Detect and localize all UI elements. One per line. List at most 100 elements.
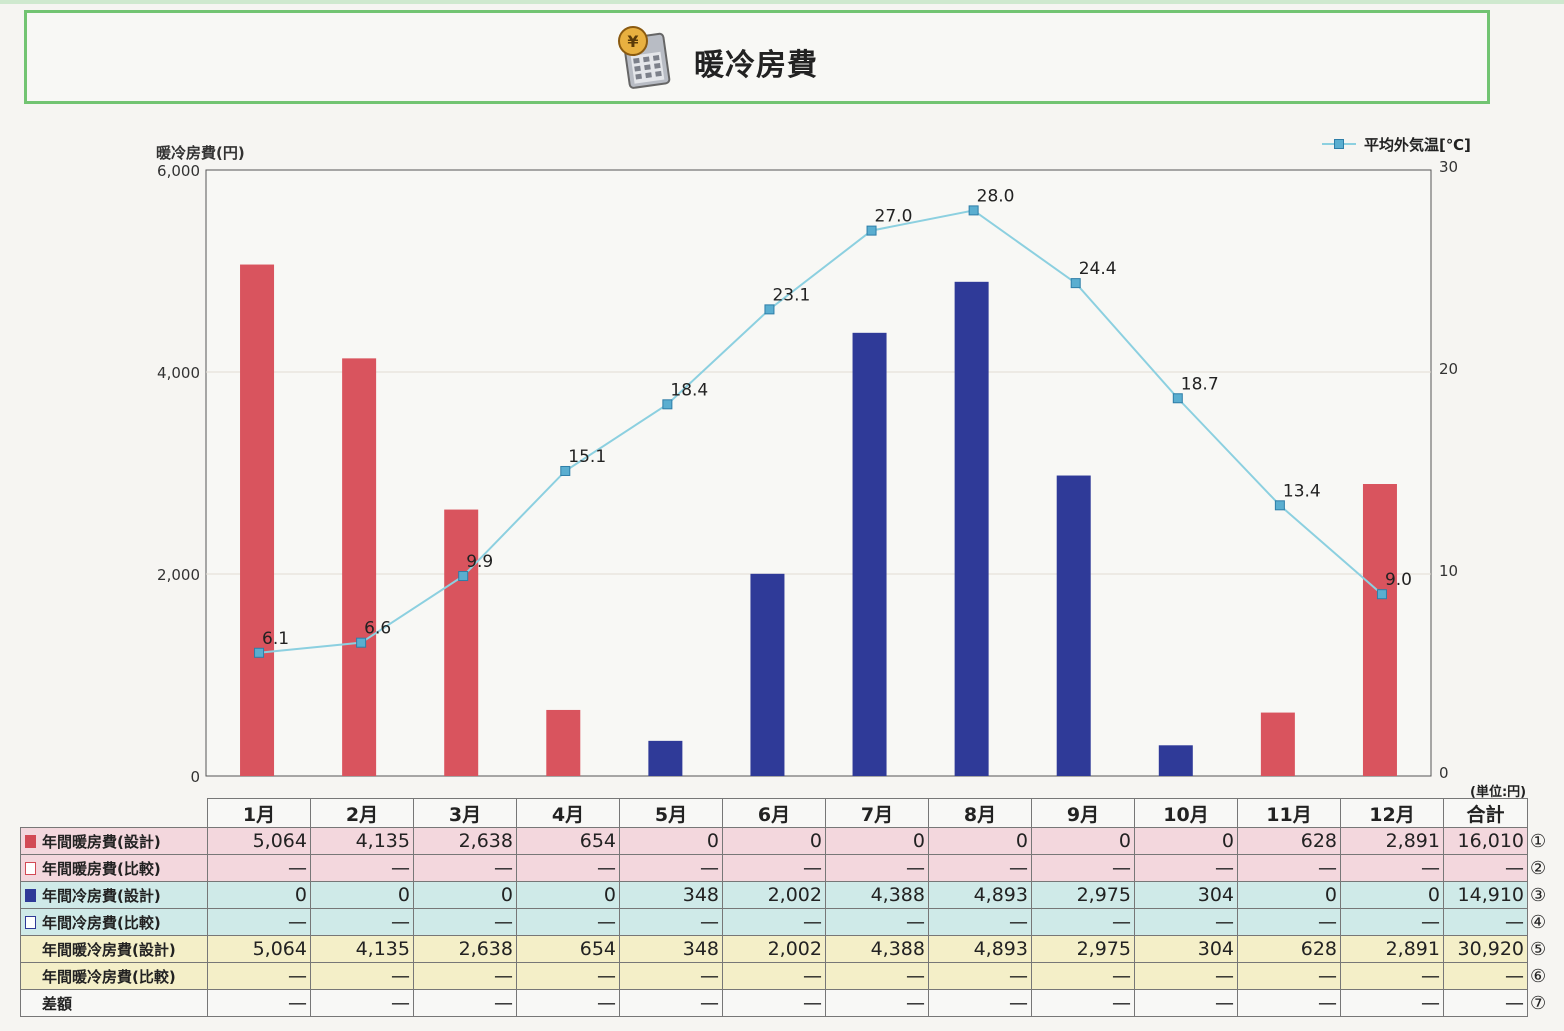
temperature-data-label: 23.1: [772, 285, 810, 305]
bar: [648, 740, 683, 776]
column-header: 7月: [825, 798, 929, 828]
table-cell: 14,910: [1443, 881, 1528, 909]
table-cell: —: [207, 989, 311, 1017]
row-label: 差額: [20, 989, 208, 1017]
table-cell: 2,891: [1340, 935, 1444, 963]
temperature-data-label: 15.1: [568, 447, 606, 467]
table-cell: 304: [1134, 935, 1238, 963]
y2-tick-label: 0: [1439, 764, 1449, 782]
table-cell: 0: [1237, 881, 1341, 909]
table-cell: —: [928, 989, 1032, 1017]
table-cell: —: [1340, 908, 1444, 936]
legend-square-icon: [25, 915, 36, 929]
table-cell: 4,388: [825, 935, 929, 963]
row-label: 年間暖房費(設計): [20, 827, 208, 855]
table-cell: —: [1237, 908, 1341, 936]
table-cell: —: [1237, 989, 1341, 1017]
row-number-mark: ⑦: [1530, 992, 1547, 1014]
row-label: 年間暖房費(比較): [20, 854, 208, 882]
table-cell: —: [619, 854, 723, 882]
table-cell: 348: [619, 935, 723, 963]
table-cell: —: [722, 854, 826, 882]
table-cell: —: [619, 989, 723, 1017]
table-cell: —: [825, 908, 929, 936]
table-cell: —: [1340, 989, 1444, 1017]
temperature-point: [356, 637, 367, 648]
table-row: 年間冷房費(設計) 0 0 0 0 348 2,002 4,388 4,893 2,975 304 0…: [20, 881, 1552, 909]
column-header: 5月: [619, 798, 723, 828]
column-header: 10月: [1134, 798, 1238, 828]
table-cell: 2,002: [722, 881, 826, 909]
table-cell: 0: [825, 827, 929, 855]
table-cell: —: [825, 962, 929, 990]
y2-tick-label: 20: [1439, 360, 1458, 378]
bar: [240, 264, 275, 776]
title-box: [24, 10, 1490, 104]
table-cell: —: [516, 854, 620, 882]
table-cell: —: [1031, 962, 1135, 990]
y2-tick-label: 10: [1439, 562, 1458, 580]
header-blank: [1528, 799, 1552, 828]
temperature-point: [968, 205, 979, 216]
table-cell: —: [310, 854, 414, 882]
table-cell: 628: [1237, 827, 1341, 855]
temperature-point: [560, 465, 571, 476]
table-cell: 0: [722, 827, 826, 855]
table-cell: —: [310, 989, 414, 1017]
table-cell: —: [1134, 962, 1238, 990]
row-label-text: 年間暖房費(設計): [42, 832, 161, 851]
table-cell: —: [928, 908, 1032, 936]
yen-calculator-icon: ¥: [618, 26, 671, 89]
bar: [1158, 745, 1193, 776]
unit-label: (単位:円): [1470, 785, 1527, 800]
temperature-point: [1172, 393, 1183, 404]
table-cell: —: [207, 854, 311, 882]
row-label-text: 年間暖房費(比較): [42, 859, 161, 878]
table-cell: 0: [1134, 827, 1238, 855]
table-cell: 2,975: [1031, 881, 1135, 909]
bar: [1056, 475, 1091, 776]
table-cell: —: [207, 962, 311, 990]
y-tick-label: 2,000: [157, 566, 200, 584]
table-cell: 4,135: [310, 935, 414, 963]
table-cell: 2,638: [413, 935, 517, 963]
table-cell: 348: [619, 881, 723, 909]
table-cell: —: [825, 854, 929, 882]
table-cell: —: [516, 989, 620, 1017]
temperature-data-label: 9.9: [466, 552, 493, 572]
row-label: 年間暖冷房費(比較): [20, 962, 208, 990]
table-cell: —: [619, 908, 723, 936]
table-cell: —: [413, 962, 517, 990]
temperature-data-label: 9.0: [1385, 570, 1412, 590]
table-cell: 0: [619, 827, 723, 855]
table-cell: 0: [516, 881, 620, 909]
temperature-point: [764, 304, 775, 315]
cost-table: 1月 2月 3月 4月 5月 6月 7月 8月 9月 10月 11月 12月 合計 年間暖房費(設計) 5…: [20, 798, 1552, 1017]
temperature-point: [1070, 278, 1081, 289]
table-cell: 2,638: [413, 827, 517, 855]
table-cell: 16,010: [1443, 827, 1528, 855]
column-header: 3月: [413, 798, 517, 828]
legend-square-icon: [25, 888, 36, 902]
table-cell: —: [619, 962, 723, 990]
table-cell: 304: [1134, 881, 1238, 909]
table-cell: —: [722, 962, 826, 990]
temperature-data-label: 18.4: [670, 380, 708, 400]
row-number-mark: ⑥: [1530, 965, 1547, 987]
table-cell: 628: [1237, 935, 1341, 963]
table-cell: 4,893: [928, 881, 1032, 909]
table-cell: 0: [1031, 827, 1135, 855]
row-label-text: 年間暖冷房費(設計): [42, 940, 176, 959]
temperature-point: [254, 647, 265, 658]
row-label: 年間冷房費(比較): [20, 908, 208, 936]
y-axis-label: 暖冷房費(円): [156, 144, 245, 162]
bar: [954, 281, 989, 776]
table-cell: 654: [516, 935, 620, 963]
legend-marker: [1334, 139, 1344, 149]
bar: [1362, 484, 1397, 776]
table-cell: —: [928, 854, 1032, 882]
row-number-mark: ⑤: [1530, 938, 1547, 960]
table-cell: —: [722, 989, 826, 1017]
column-header: 11月: [1237, 798, 1341, 828]
table-cell: 5,064: [207, 827, 311, 855]
